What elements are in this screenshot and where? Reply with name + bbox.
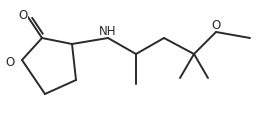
Text: NH: NH xyxy=(99,25,117,38)
Text: O: O xyxy=(6,56,15,68)
Text: O: O xyxy=(211,19,221,32)
Text: O: O xyxy=(18,9,28,22)
